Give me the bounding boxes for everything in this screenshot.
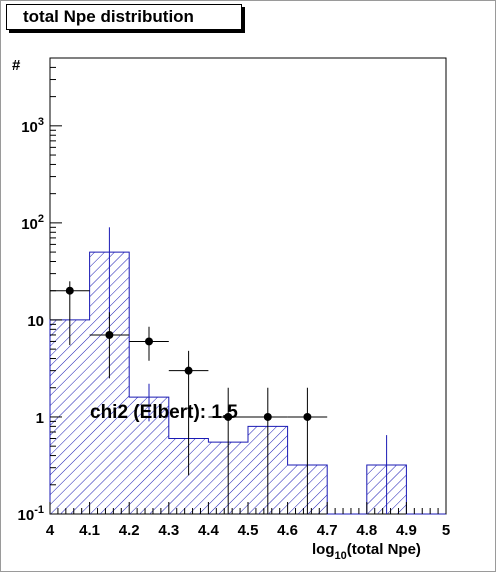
data-point <box>184 366 193 375</box>
y-axis-label: # <box>12 57 21 74</box>
x-axis-label: log10(total Npe) <box>312 541 421 562</box>
data-point <box>105 330 114 339</box>
x-tick-label: 4.9 <box>396 522 417 539</box>
data-point <box>303 412 312 421</box>
chart-title: total Npe distribution <box>6 4 242 30</box>
y-tick-label: 10-1 <box>18 504 44 524</box>
axes: 4 4.1 4.2 4.3 4.4 4.5 4.6 4.7 4.8 4.9 5 10-1 1 10 102 1… <box>18 57 450 539</box>
x-tick-label: 4.2 <box>119 522 140 539</box>
y-tick-label: 103 <box>21 116 44 136</box>
x-tick-label: 5 <box>442 522 450 539</box>
x-tick-label: 4.4 <box>198 522 220 539</box>
y-tick-label: 1 <box>36 410 44 427</box>
data-point <box>65 286 74 295</box>
data-point <box>263 412 272 421</box>
x-tick-label: 4.6 <box>277 522 298 539</box>
x-tick-label: 4.1 <box>79 522 100 539</box>
chi2-annotation: chi2 (Elbert): 1.5 <box>90 402 238 423</box>
data-point <box>145 337 153 346</box>
x-tick-label: 4.8 <box>356 522 377 539</box>
data-point <box>224 412 233 421</box>
x-tick-label: 4 <box>46 522 55 539</box>
x-tick-label: 4.7 <box>317 522 338 539</box>
data-points <box>50 281 328 514</box>
x-tick-label: 4.3 <box>158 522 179 539</box>
x-tick-label: 4.5 <box>238 522 259 539</box>
histogram-outline <box>49 251 446 515</box>
y-tick-label: 10 <box>27 313 44 330</box>
y-tick-label: 102 <box>21 213 44 233</box>
histogram <box>49 227 446 515</box>
